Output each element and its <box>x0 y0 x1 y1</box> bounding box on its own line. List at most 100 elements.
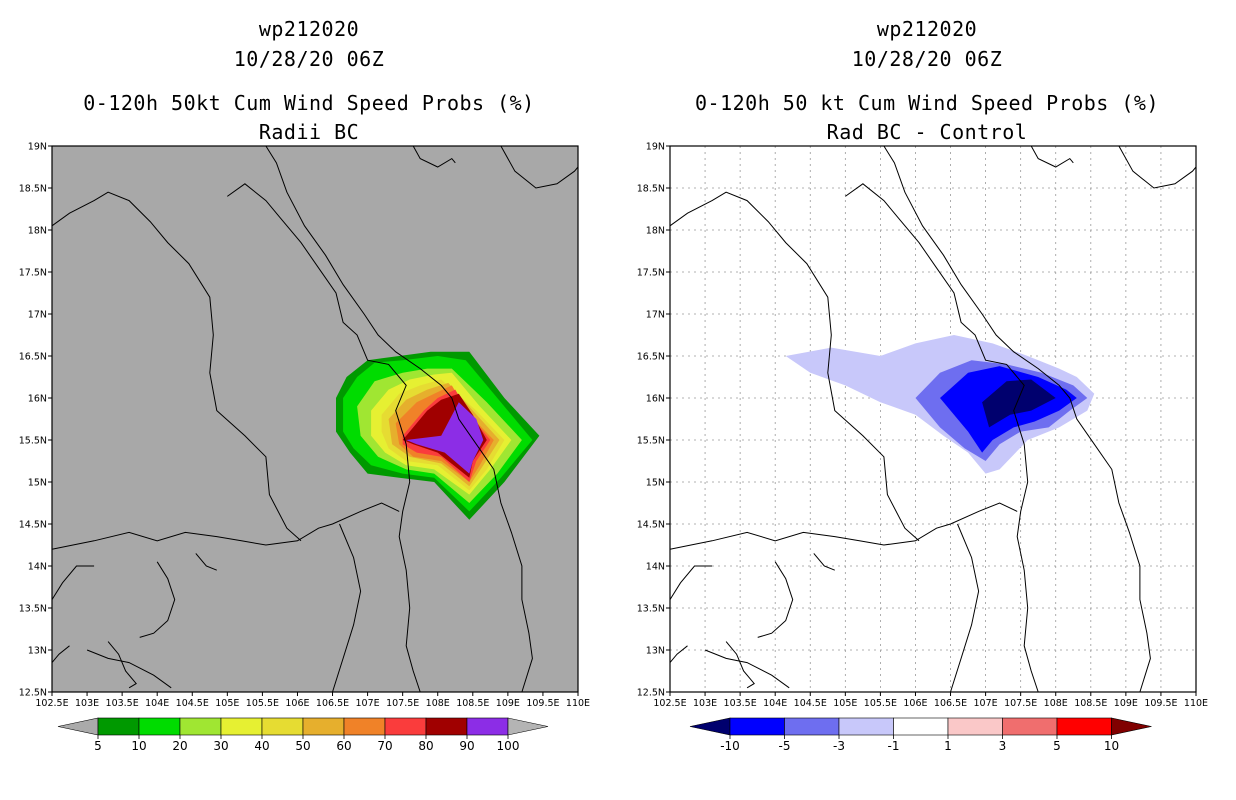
x-tick-label: 105.5E <box>246 698 279 709</box>
x-tick-label: 108E <box>426 698 450 709</box>
colorbar-label: -5 <box>779 739 791 753</box>
border-line <box>332 523 362 693</box>
colorbar-label: 40 <box>254 739 269 753</box>
y-tick-label: 19N <box>28 142 47 153</box>
border-line <box>669 502 1018 550</box>
colorbar-label: -1 <box>888 739 900 753</box>
x-tick-label: 103E <box>693 698 717 709</box>
y-tick-label: 17N <box>646 310 665 321</box>
map-frame <box>669 145 1197 693</box>
grid-lines <box>670 146 1196 692</box>
contour-band <box>406 402 484 474</box>
border-line <box>51 502 400 550</box>
y-tick-label: 14N <box>28 562 47 573</box>
border-line <box>1118 145 1197 189</box>
border-line <box>669 565 713 600</box>
colorbar-label: 5 <box>94 739 102 753</box>
border-line <box>757 561 794 638</box>
colorbar-bin <box>784 717 840 736</box>
x-tick-label: 106E <box>285 698 309 709</box>
x-tick-label: 103.5E <box>106 698 139 709</box>
y-tick-label: 19N <box>646 142 665 153</box>
y-tick-label: 18N <box>28 226 47 237</box>
colorbar-label: 1 <box>944 739 952 753</box>
map-subtitle: Radii BC <box>258 120 360 144</box>
y-tick-label: 18N <box>646 226 665 237</box>
colorbar-bin <box>1056 717 1112 736</box>
colorbar-bin <box>220 717 263 736</box>
colorbar-label: 50 <box>295 739 310 753</box>
axis-labels: 102.5E 103E 103.5E 104E 104.5E 105E 105.5E 106E… <box>637 142 1208 710</box>
colorbar-label: -3 <box>833 739 845 753</box>
product-title: 0-120h 50kt Cum Wind Speed Probs (%) <box>83 91 535 115</box>
y-tick-label: 18.5N <box>19 184 47 195</box>
coastlines-borders <box>669 145 1197 693</box>
y-tick-label: 12.5N <box>19 688 47 699</box>
colorbar-label: 3 <box>999 739 1007 753</box>
y-tick-label: 18.5N <box>637 184 665 195</box>
colorbar-bin <box>466 717 509 736</box>
x-tick-label: 104.5E <box>176 698 209 709</box>
border-line <box>669 191 920 542</box>
x-tick-label: 106E <box>903 698 927 709</box>
x-tick-label: 109.5E <box>526 698 559 709</box>
colorbar-label: -10 <box>720 739 740 753</box>
y-tick-label: 12.5N <box>637 688 665 699</box>
colorbar-bin <box>729 717 785 736</box>
x-tick-label: 105.5E <box>864 698 897 709</box>
colorbar-label: 100 <box>497 739 520 753</box>
y-tick-label: 16N <box>28 394 47 405</box>
coastline <box>265 145 533 693</box>
x-tick-label: 109E <box>1114 698 1138 709</box>
date-time-title: 10/28/20 06Z <box>233 47 385 71</box>
date-time-title: 10/28/20 06Z <box>851 47 1003 71</box>
y-tick-label: 15.5N <box>637 436 665 447</box>
border-line <box>86 649 172 689</box>
y-tick-label: 15N <box>646 478 665 489</box>
x-tick-label: 107.5E <box>1004 698 1037 709</box>
colorbar-bin <box>384 717 427 736</box>
colorbar-label: 30 <box>213 739 228 753</box>
x-tick-label: 104E <box>763 698 787 709</box>
colorbar: -10 -5 -3 -1 1 3 5 10 <box>689 717 1152 753</box>
colorbar-bin <box>343 717 386 736</box>
border-line <box>412 145 456 168</box>
border-line <box>845 183 1039 693</box>
x-tick-label: 104E <box>145 698 169 709</box>
y-tick-label: 13N <box>28 646 47 657</box>
colorbar-label: 90 <box>459 739 474 753</box>
right-map: 102.5E 103E 103.5E 104E 104.5E 105E 105.5E 106E… <box>637 142 1208 754</box>
colorbar-label: 10 <box>131 739 146 753</box>
x-tick-label: 106.5E <box>316 698 349 709</box>
storm-id-title: wp212020 <box>876 17 978 41</box>
lake-outline <box>107 641 137 689</box>
border-line <box>51 565 95 600</box>
border-line <box>1030 145 1074 168</box>
colorbar-bin <box>97 717 140 736</box>
y-tick-label: 14.5N <box>19 520 47 531</box>
x-tick-label: 106.5E <box>934 698 967 709</box>
colorbar-label: 5 <box>1053 739 1061 753</box>
x-tick-label: 102.5E <box>653 698 686 709</box>
right-map-panel: wp212020 10/28/20 06Z 0-120h 50 kt Cum W… <box>618 0 1236 800</box>
river-line <box>813 553 835 571</box>
x-tick-label: 103.5E <box>724 698 757 709</box>
x-tick-label: 105E <box>215 698 239 709</box>
colorbar-label: 10 <box>1104 739 1119 753</box>
y-tick-label: 14N <box>646 562 665 573</box>
product-title: 0-120h 50 kt Cum Wind Speed Probs (%) <box>694 91 1160 115</box>
colorbar-bin <box>261 717 304 736</box>
x-tick-label: 110E <box>566 698 590 709</box>
x-tick-label: 102.5E <box>35 698 68 709</box>
colorbar-bin <box>138 717 181 736</box>
x-tick-label: 107E <box>974 698 998 709</box>
colorbar-bin <box>425 717 468 736</box>
colorbar-low-arrow <box>57 717 99 736</box>
x-tick-label: 105E <box>833 698 857 709</box>
left-map: 102.5E 103E 103.5E 104E 104.5E 105E 105.5E 106E… <box>19 142 590 754</box>
border-line <box>500 145 579 189</box>
x-tick-label: 109E <box>496 698 520 709</box>
border-line <box>669 645 688 663</box>
border-line <box>51 191 302 542</box>
border-line <box>704 649 790 689</box>
